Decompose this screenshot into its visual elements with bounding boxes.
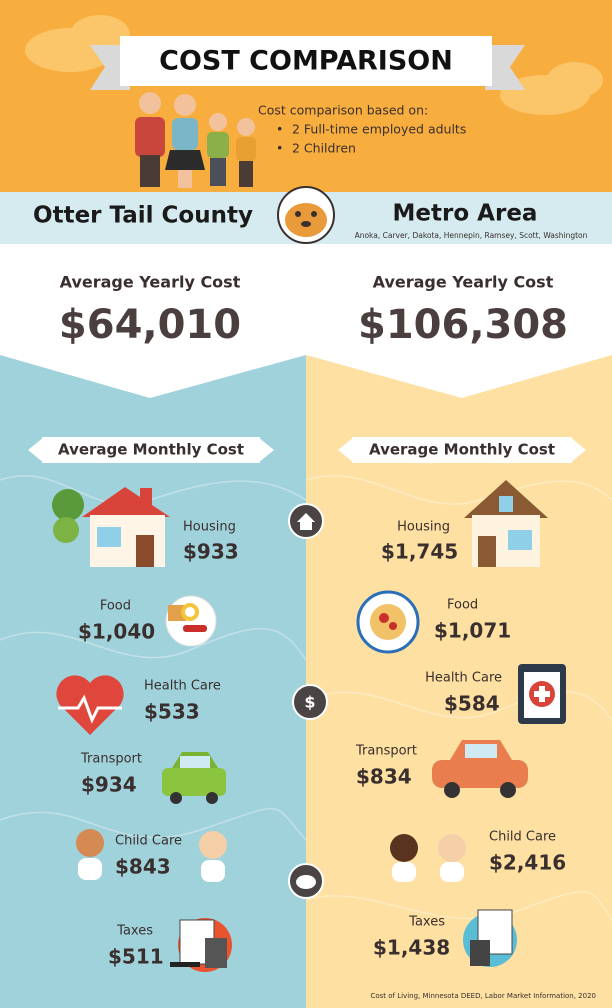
- item-label: Child Care: [489, 830, 556, 845]
- item-label: Child Care: [115, 834, 182, 849]
- monthly-banner: [42, 437, 260, 463]
- item-label: Food: [100, 599, 131, 614]
- icon-transport: [432, 740, 528, 798]
- ribbon-tip: [338, 437, 354, 463]
- source: Cost of Living, Minnesota DEED, Labor Ma…: [370, 992, 596, 1000]
- region-name: Metro Area: [393, 201, 538, 227]
- item-label: Housing: [397, 520, 450, 535]
- bullet-text: 2 Children: [292, 141, 356, 156]
- item-cost: $533: [144, 700, 200, 724]
- item-cost: $511: [108, 945, 164, 969]
- bullet: •: [276, 122, 283, 137]
- otter-logo: [277, 186, 335, 244]
- intro: Cost comparison based on:: [258, 103, 428, 118]
- item-cost: $843: [115, 855, 171, 879]
- icon-transport: [162, 752, 226, 804]
- icon-food: [165, 595, 217, 647]
- item-cost: $1,438: [373, 936, 450, 960]
- title-banner: [120, 36, 492, 86]
- item-cost: $834: [356, 765, 412, 789]
- item-label: Health Care: [425, 671, 502, 686]
- monthly-label: Average Monthly Cost: [58, 441, 244, 459]
- item-label: Housing: [183, 520, 236, 535]
- icon-food: [356, 590, 420, 654]
- item-label: Transport: [355, 744, 417, 759]
- item-label: Transport: [80, 752, 142, 767]
- icon-taxes: [170, 918, 232, 972]
- ribbon-tip: [28, 437, 44, 463]
- item-cost: $933: [183, 540, 239, 564]
- yearly-label: Average Yearly Cost: [60, 273, 241, 292]
- item-cost: $584: [444, 692, 500, 716]
- icon-housing: [52, 487, 170, 567]
- item-label: Food: [447, 598, 478, 613]
- yearly-band: [0, 244, 612, 359]
- icon-housing: [464, 480, 548, 567]
- item-label: Taxes: [116, 924, 153, 939]
- item-cost: $1,040: [78, 620, 155, 644]
- ribbon-tail: [485, 45, 525, 90]
- monthly-label: Average Monthly Cost: [369, 441, 555, 459]
- icon-childcare: [390, 834, 466, 882]
- title: COST COMPARISON: [159, 46, 453, 77]
- region-name: Otter Tail County: [33, 203, 253, 229]
- icon-health: [518, 664, 566, 724]
- bullet-text: 2 Full-time employed adults: [292, 122, 466, 137]
- item-cost: $1,745: [381, 540, 458, 564]
- item-cost: $934: [81, 773, 137, 797]
- counties: Anoka, Carver, Dakota, Hennepin, Ramsey,…: [355, 231, 588, 240]
- ribbon-tip: [258, 437, 274, 463]
- bullet: •: [276, 141, 283, 156]
- yearly-label: Average Yearly Cost: [373, 273, 554, 292]
- icon-health: [56, 675, 124, 735]
- item-cost: $1,071: [434, 619, 511, 643]
- family-illustration: [135, 92, 256, 188]
- item-label: Health Care: [144, 679, 221, 694]
- ribbon-tip: [570, 437, 586, 463]
- svg-text:$: $: [304, 693, 315, 712]
- center-markers: $: [288, 503, 328, 899]
- yearly-cost: $106,308: [358, 302, 568, 348]
- monthly-banner: [352, 437, 572, 463]
- yearly-cost: $64,010: [59, 302, 241, 348]
- item-cost: $2,416: [489, 851, 566, 875]
- item-label: Taxes: [408, 915, 445, 930]
- icon-childcare: [76, 829, 227, 882]
- icon-taxes: [463, 909, 517, 967]
